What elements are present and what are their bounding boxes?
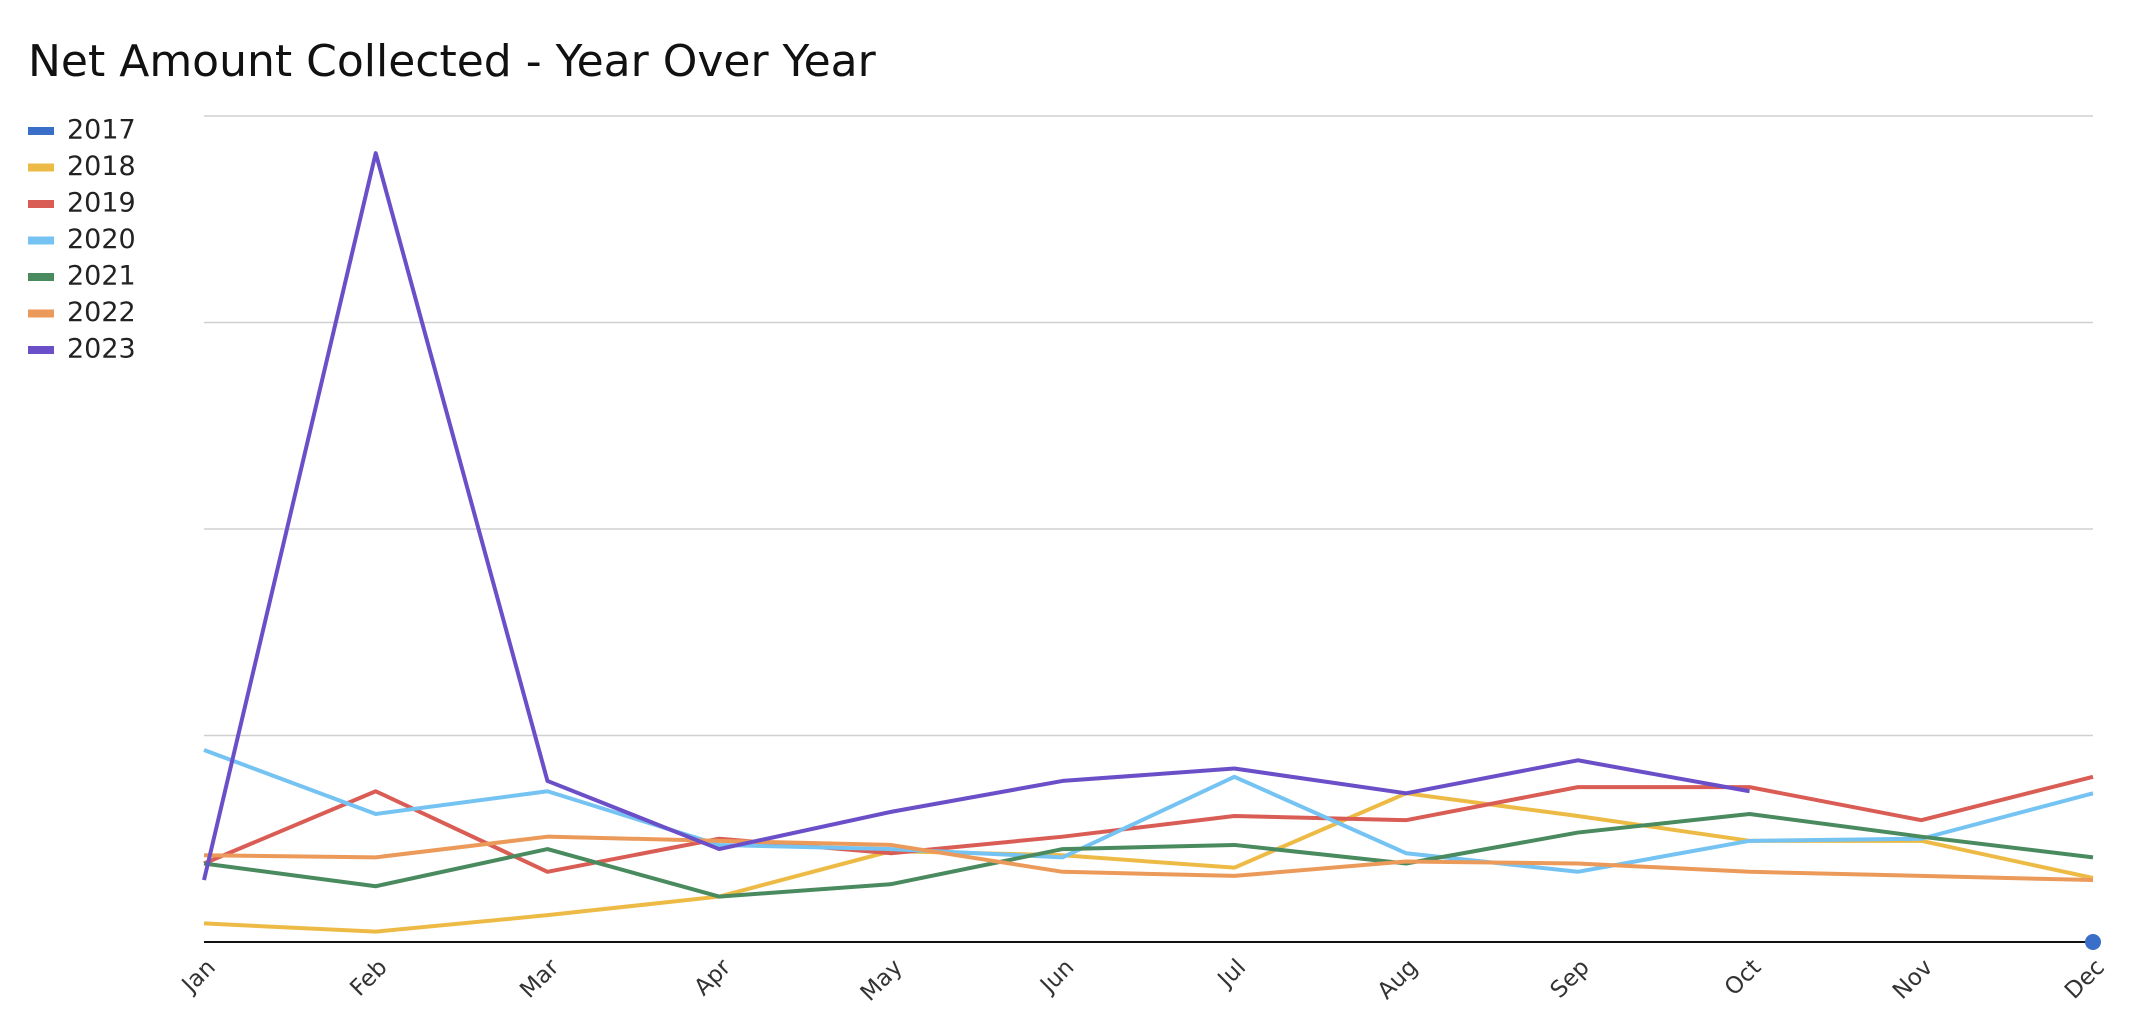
legend-label: 2017: [67, 115, 136, 146]
x-tick-label: Dec: [2060, 954, 2110, 1004]
data-point: [2085, 934, 2101, 950]
legend-label: 2021: [67, 261, 136, 292]
x-tick-label: Nov: [1888, 954, 1938, 1004]
legend-label: 2019: [67, 188, 136, 219]
legend-label: 2020: [67, 224, 136, 255]
series-line: [203, 811, 2094, 899]
legend-swatch: [28, 346, 54, 354]
series-line: [202, 151, 1750, 881]
legend-swatch: [28, 200, 54, 208]
legend-label: 2022: [67, 297, 136, 328]
legend-label: 2018: [67, 151, 136, 182]
legend-swatch: [28, 163, 54, 172]
x-tick-label: May: [856, 954, 908, 1006]
series-line: [203, 774, 2094, 874]
x-tick-label: Feb: [345, 954, 392, 1001]
legend-swatch: [28, 236, 54, 245]
legend-swatch: [28, 273, 54, 281]
x-tick-label: Jul: [1212, 954, 1251, 993]
x-tick-label: Aug: [1373, 954, 1423, 1004]
x-tick-label: Mar: [515, 954, 564, 1003]
legend-label: 2023: [67, 334, 136, 365]
chart-title: Net Amount Collected - Year Over Year: [28, 36, 877, 87]
legend-swatch: [28, 127, 54, 135]
legend-swatch: [28, 309, 54, 318]
series-line: [203, 834, 2094, 883]
x-tick-label: Jan: [176, 954, 221, 999]
x-tick-label: Apr: [689, 954, 736, 1001]
series-line: [203, 748, 2094, 874]
x-tick-label: Sep: [1546, 954, 1595, 1003]
x-tick-label: Jun: [1034, 954, 1079, 999]
x-tick-label: Oct: [1720, 954, 1767, 1001]
